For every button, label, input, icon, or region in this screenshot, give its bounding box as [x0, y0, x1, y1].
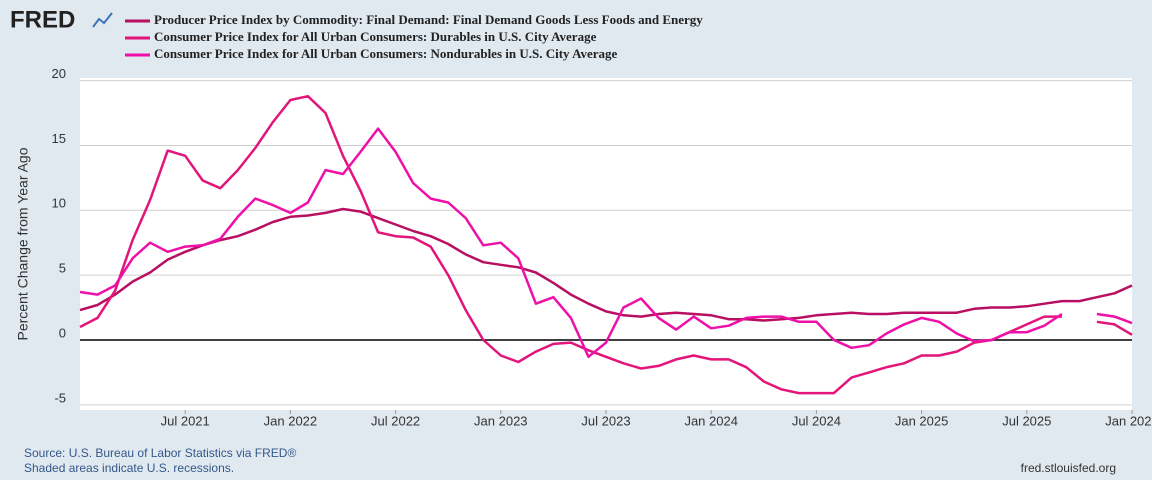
legend-label: Producer Price Index by Commodity: Final… [154, 12, 703, 27]
series-line [79, 94, 1133, 395]
x-tick-label: Jul 2023 [581, 413, 630, 428]
x-tick-label: Jul 2024 [792, 413, 841, 428]
x-tick-label: Jan 2023 [474, 413, 528, 428]
x-tick-label: Jan 2024 [684, 413, 738, 428]
y-tick-label: 20 [52, 66, 66, 81]
y-tick-label: -5 [54, 390, 66, 405]
y-tick-label: 15 [52, 131, 66, 146]
legend-label: Consumer Price Index for All Urban Consu… [154, 29, 597, 44]
series-line [79, 207, 1133, 322]
logo: FRED [10, 6, 75, 33]
x-tick-label: Jul 2022 [371, 413, 420, 428]
x-tick-label: Jul 2021 [161, 413, 210, 428]
url: fred.stlouisfed.org [1021, 461, 1116, 475]
legend-label: Consumer Price Index for All Urban Consu… [154, 46, 618, 61]
x-tick-label: Jan 2026 [1105, 413, 1152, 428]
x-tick-label: Jan 2025 [895, 413, 949, 428]
y-tick-label: 0 [59, 325, 66, 340]
y-axis-label: Percent Change from Year Ago [15, 147, 31, 340]
y-tick-label: 10 [52, 196, 66, 211]
y-tick-label: 5 [59, 261, 66, 276]
series-line [79, 127, 1133, 359]
x-tick-label: Jan 2022 [264, 413, 318, 428]
source: Source: U.S. Bureau of Labor Statistics … [24, 446, 296, 460]
plot-area [80, 78, 1132, 410]
logo-icon [92, 12, 113, 28]
note: Shaded areas indicate U.S. recessions. [24, 461, 234, 475]
x-tick-label: Jul 2025 [1002, 413, 1051, 428]
